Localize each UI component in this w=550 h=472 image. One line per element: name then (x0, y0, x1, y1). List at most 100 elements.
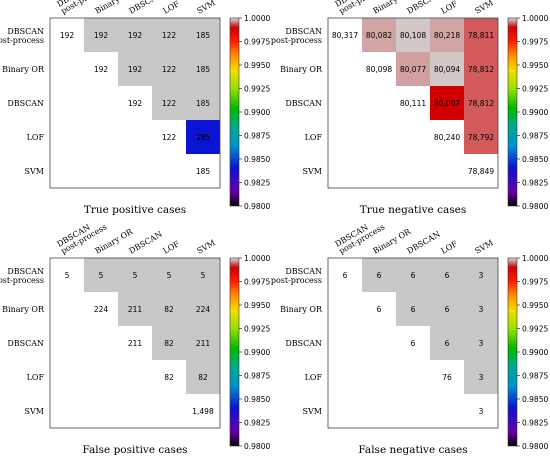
heatmap-cell (84, 258, 118, 292)
colorbar-tick-label: 0.9825 (522, 419, 548, 428)
heatmap-cell-value: 122 (162, 65, 177, 74)
colorbar-tick-label: 0.9950 (244, 61, 270, 70)
heatmap-cell-value: 6 (445, 305, 450, 314)
row-label-lof: LOF (305, 133, 323, 142)
row-label-dbscan: DBSCAN (7, 339, 44, 348)
heatmap-cell-value: 78,812 (468, 99, 494, 108)
colorbar-tick-label: 0.9800 (244, 202, 270, 211)
heatmap-cell-value: 185 (196, 99, 211, 108)
colorbar (507, 257, 518, 447)
heatmap-cell-value: 6 (411, 339, 416, 348)
heatmap-cell (464, 52, 498, 86)
heatmap-cell (118, 52, 152, 86)
heatmap-cell-value: 192 (128, 31, 143, 40)
col-label-svm: SVM (196, 238, 217, 256)
heatmap-cell-value: 192 (94, 31, 109, 40)
heatmap-panel-true-negative-cases: 80,317 80,082 80,108 80,218 78,811 80,098 80,0… (271, 0, 549, 216)
row-label-svm: SVM (303, 407, 322, 416)
panel-caption: False negative cases (358, 444, 467, 456)
colorbar-tick-label: 0.9825 (244, 419, 270, 428)
row-label-dbscan: DBSCAN (285, 339, 322, 348)
heatmap-cell (430, 292, 464, 326)
heatmap-cell (464, 86, 498, 120)
heatmap-cell (152, 258, 186, 292)
row-label-lof: LOF (305, 373, 323, 382)
heatmap-cell (464, 120, 498, 154)
colorbar (229, 17, 240, 207)
colorbar-tick-label: 0.9875 (522, 372, 548, 381)
heatmap-cell-value: 122 (162, 99, 177, 108)
heatmap-cell-value: 6 (411, 271, 416, 280)
colorbar-tick-label: 0.9900 (522, 108, 548, 117)
row-label-dbscan-post-process: DBSCANpost-process (0, 267, 44, 285)
heatmap-cell (152, 52, 186, 86)
row-label-svm: SVM (25, 407, 44, 416)
heatmap-cell-value: 224 (94, 305, 109, 314)
heatmap-cell (186, 86, 220, 120)
heatmap-cell (186, 120, 220, 154)
heatmap-cell (430, 326, 464, 360)
heatmap-panel-false-positive-cases: 5 5 5 5 5 224 211 82 224 211 82 211 82 82 1,498 DBSCANp… (0, 222, 270, 456)
heatmap-cell (430, 18, 464, 52)
heatmap-cell-value: 82 (164, 305, 174, 314)
heatmap-cell (464, 360, 498, 394)
heatmap-cell-value: 78,849 (468, 167, 494, 176)
heatmap-cell-value: 80,218 (434, 31, 460, 40)
heatmap-frame (49, 17, 221, 189)
colorbar-tick-label: 0.9800 (522, 202, 548, 211)
heatmap-cell-value: 6 (411, 305, 416, 314)
heatmap-cell-value: 80,094 (434, 65, 460, 74)
heatmap-cell (84, 18, 118, 52)
row-label-dbscan: DBSCAN (7, 99, 44, 108)
colorbar-tick-label: 0.9850 (522, 155, 548, 164)
colorbar-tick-label: 0.9900 (244, 348, 270, 357)
colorbar-tick-label: 0.9925 (244, 325, 270, 334)
colorbar-tick-label: 1.0000 (244, 254, 270, 263)
heatmap-cell-value: 192 (128, 99, 143, 108)
colorbar-tick-label: 0.9975 (522, 278, 548, 287)
colorbar-tick-label: 0.9975 (244, 278, 270, 287)
heatmap-cell-value: 192 (128, 65, 143, 74)
heatmap-cell-value: 224 (196, 305, 211, 314)
heatmap-cell-value: 80,317 (332, 31, 358, 40)
heatmap-cell (118, 292, 152, 326)
panel-caption: False positive cases (82, 444, 187, 456)
heatmap-cell (430, 52, 464, 86)
row-label-binary-or: Binary OR (280, 305, 323, 314)
col-label-lof: LOF (440, 0, 460, 16)
colorbar-tick-label: 0.9875 (244, 372, 270, 381)
row-label-lof: LOF (27, 373, 45, 382)
col-label-svm: SVM (474, 0, 495, 16)
heatmap-cell-value: 6 (445, 339, 450, 348)
row-label-binary-or: Binary OR (2, 305, 45, 314)
colorbar (507, 17, 518, 207)
colorbar-tick-label: 0.9875 (244, 132, 270, 141)
heatmap-frame (327, 17, 499, 189)
heatmap-cell (396, 292, 430, 326)
heatmap-cell (362, 18, 396, 52)
heatmap-cell (396, 258, 430, 292)
colorbar-tick-label: 0.9850 (522, 395, 548, 404)
heatmap-frame (49, 257, 221, 429)
heatmap-cell-value: 5 (201, 271, 206, 280)
heatmap-cell-value: 80,007 (434, 99, 460, 108)
heatmap-cell (464, 292, 498, 326)
heatmap-cell (186, 360, 220, 394)
heatmap-cell-value: 122 (162, 31, 177, 40)
heatmap-cell-value: 5 (167, 271, 172, 280)
col-label-svm: SVM (474, 238, 495, 256)
heatmap-cell-value: 6 (445, 271, 450, 280)
heatmap-cell-value: 185 (196, 133, 211, 142)
col-label-lof: LOF (162, 239, 182, 256)
colorbar-tick-label: 0.9950 (522, 301, 548, 310)
row-label-lof: LOF (27, 133, 45, 142)
colorbar-tick-label: 0.9925 (244, 85, 270, 94)
heatmap-cell-value: 82 (164, 339, 174, 348)
panel-caption: True negative cases (360, 204, 467, 216)
heatmap-cell (464, 18, 498, 52)
row-label-svm: SVM (25, 167, 44, 176)
row-label-binary-or: Binary OR (2, 65, 45, 74)
heatmap-cell-value: 80,077 (400, 65, 426, 74)
